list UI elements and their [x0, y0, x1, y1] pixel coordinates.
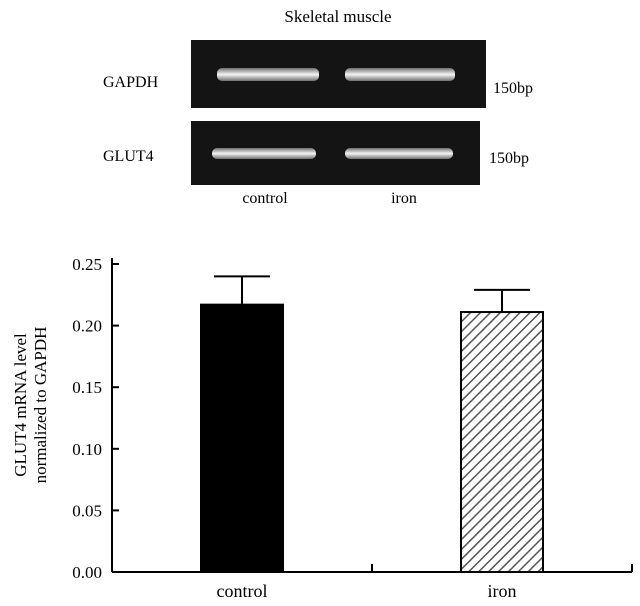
bar-iron [460, 311, 544, 573]
gel-band-gapdh-control [217, 68, 319, 81]
gel-row-label-glut4: GLUT4 [103, 148, 154, 165]
y-tick-label: 0.00 [72, 563, 102, 582]
y-tick-label: 0.15 [72, 378, 102, 397]
axes: 0.00 0.05 0.10 0.15 0.20 0.25 [72, 255, 633, 582]
y-tick-label: 0.10 [72, 440, 102, 459]
y-tick-label: 0.05 [72, 501, 102, 520]
gel-lane-label-control: control [242, 190, 288, 207]
bar-control [200, 303, 284, 573]
gel-row-label-gapdh: GAPDH [103, 74, 159, 91]
y-axis-title-line2: normalized to GAPDH [31, 327, 50, 484]
y-tick-label: 0.20 [72, 317, 102, 336]
gel-size-label-gapdh: 150bp [493, 80, 533, 97]
x-tick-label: control [217, 581, 268, 601]
gel-band-glut4-iron [345, 148, 453, 159]
x-tick-label: iron [488, 581, 517, 601]
gel-title: Skeletal muscle [284, 7, 391, 26]
bars: control iron [200, 275, 544, 601]
gel-size-label-glut4: 150bp [489, 150, 529, 167]
gel-lane-label-iron: iron [391, 190, 417, 207]
gel-band-gapdh-iron [345, 68, 455, 81]
gel-band-glut4-control [212, 148, 316, 159]
bar-chart: GLUT4 mRNA level normalized to GAPDH 0.0… [11, 255, 633, 601]
y-axis-title-line1: GLUT4 mRNA level [11, 333, 30, 477]
gel-panel: Skeletal muscle GAPDH 150bp GLUT4 150bp … [103, 7, 533, 207]
y-tick-label: 0.25 [72, 255, 102, 274]
y-axis-title: GLUT4 mRNA level normalized to GAPDH [11, 327, 50, 484]
